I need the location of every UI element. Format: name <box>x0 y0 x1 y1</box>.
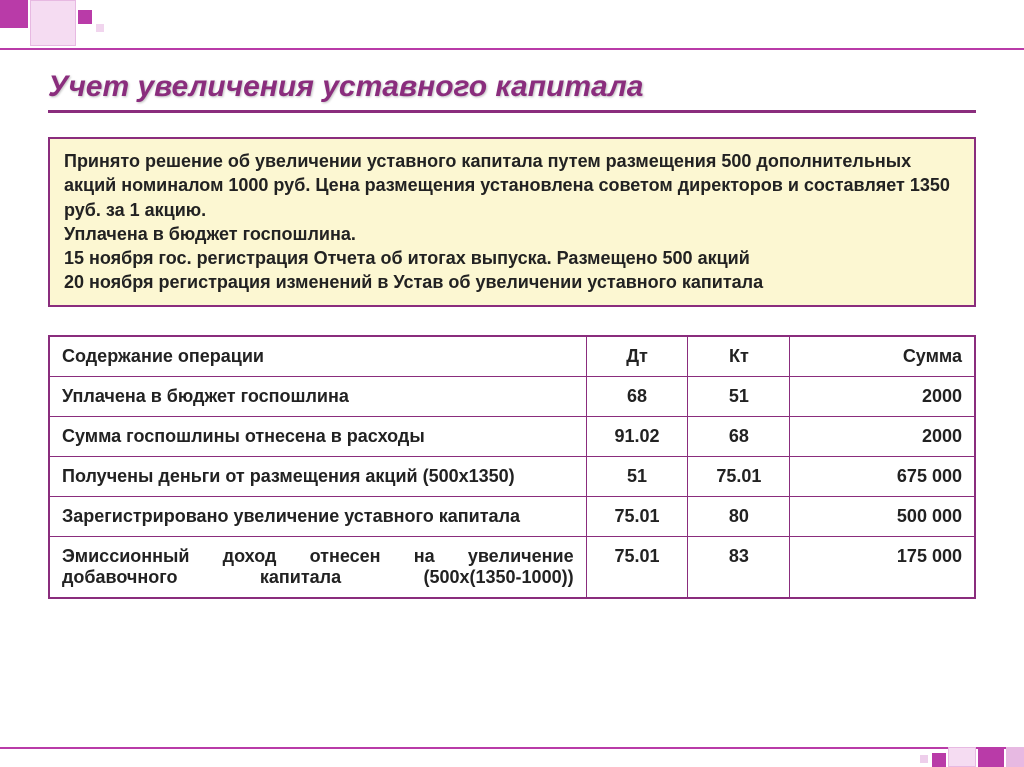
col-operation: Содержание операции <box>49 336 586 377</box>
info-line: 20 ноября регистрация изменений в Устав … <box>64 270 960 294</box>
info-line: Принято решение об увеличении уставного … <box>64 149 960 222</box>
table-row: Зарегистрировано увеличение уставного ка… <box>49 496 975 536</box>
deco-square <box>0 0 28 28</box>
col-debit: Дт <box>586 336 688 377</box>
cell-credit: 75.01 <box>688 456 790 496</box>
col-credit: Кт <box>688 336 790 377</box>
cell-operation: Зарегистрировано увеличение уставного ка… <box>49 496 586 536</box>
deco-square <box>978 747 1004 767</box>
deco-square <box>30 0 76 46</box>
cell-operation: Уплачена в бюджет госпошлина <box>49 376 586 416</box>
cell-operation: Получены деньги от размещения акций (500… <box>49 456 586 496</box>
divider-top <box>0 48 1024 50</box>
cell-operation: Сумма госпошлины отнесена в расходы <box>49 416 586 456</box>
decoration-top <box>0 0 1024 50</box>
table-row: Получены деньги от размещения акций (500… <box>49 456 975 496</box>
cell-debit: 75.01 <box>586 496 688 536</box>
cell-credit: 51 <box>688 376 790 416</box>
deco-square <box>920 755 928 763</box>
cell-debit: 68 <box>586 376 688 416</box>
cell-credit: 80 <box>688 496 790 536</box>
table-header-row: Содержание операции Дт Кт Сумма <box>49 336 975 377</box>
cell-debit: 75.01 <box>586 536 688 598</box>
deco-square <box>948 747 976 767</box>
cell-sum: 675 000 <box>790 456 975 496</box>
cell-sum: 2000 <box>790 376 975 416</box>
accounting-table: Содержание операции Дт Кт Сумма Уплачена… <box>48 335 976 599</box>
info-line: Уплачена в бюджет госпошлина. <box>64 222 960 246</box>
cell-debit: 91.02 <box>586 416 688 456</box>
info-box: Принято решение об увеличении уставного … <box>48 137 976 307</box>
page-title: Учет увеличения уставного капитала <box>48 70 976 104</box>
table-row: Эмиссионный доход отнесен на увеличение … <box>49 536 975 598</box>
cell-sum: 500 000 <box>790 496 975 536</box>
title-underline <box>48 110 976 113</box>
deco-square <box>96 24 104 32</box>
table-row: Сумма госпошлины отнесена в расходы 91.0… <box>49 416 975 456</box>
col-sum: Сумма <box>790 336 975 377</box>
deco-square <box>78 10 92 24</box>
table-row: Уплачена в бюджет госпошлина 68 51 2000 <box>49 376 975 416</box>
cell-operation: Эмиссионный доход отнесен на увеличение … <box>49 536 586 598</box>
cell-credit: 68 <box>688 416 790 456</box>
deco-square <box>932 753 946 767</box>
cell-debit: 51 <box>586 456 688 496</box>
cell-sum: 175 000 <box>790 536 975 598</box>
cell-sum: 2000 <box>790 416 975 456</box>
decoration-bottom <box>0 743 1024 767</box>
info-line: 15 ноября гос. регистрация Отчета об ито… <box>64 246 960 270</box>
deco-square <box>1006 747 1024 767</box>
divider-bottom <box>0 747 1024 749</box>
cell-credit: 83 <box>688 536 790 598</box>
slide-content: Учет увеличения уставного капитала Приня… <box>48 70 976 599</box>
